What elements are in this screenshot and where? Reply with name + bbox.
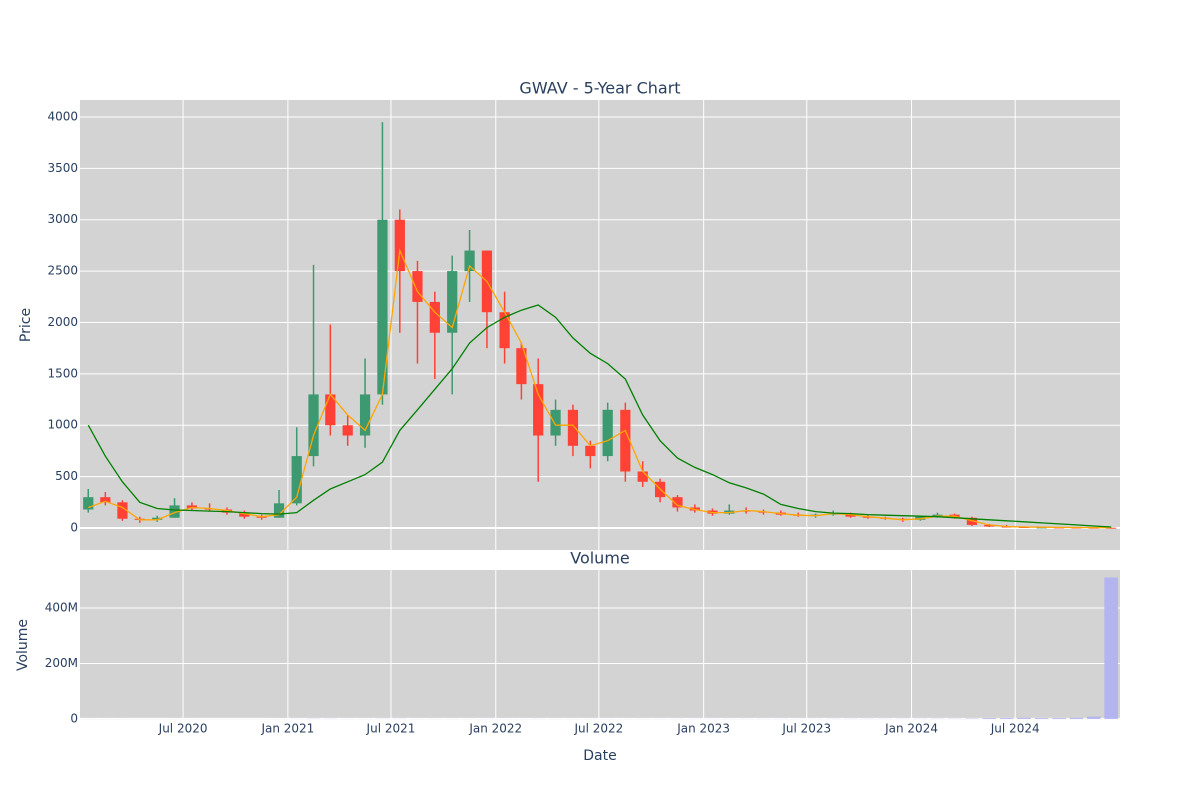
volume-bar [1086, 716, 1101, 719]
candle-body [499, 312, 510, 349]
volume-bar [1052, 718, 1066, 719]
candle-body [239, 512, 250, 517]
y-tick-label: 3000 [47, 212, 78, 226]
candle-body [464, 250, 475, 272]
moving-average [87, 304, 1112, 528]
candle-body [394, 219, 405, 272]
candle-body [620, 409, 631, 472]
y-tick-label: 0 [70, 521, 78, 535]
candle-body [412, 271, 423, 302]
price-plot-area [80, 100, 1120, 550]
y-tick-label: 2000 [47, 315, 78, 329]
y-tick-label: 4000 [47, 109, 78, 123]
x-tick-label: Jul 2020 [158, 722, 208, 736]
volume-bar [1034, 718, 1049, 719]
y-tick-label: 1000 [47, 418, 78, 432]
y-tick-label: 2500 [47, 264, 78, 278]
candle-body [342, 425, 353, 436]
chart-title: GWAV - 5-Year Chart [519, 79, 680, 98]
candle-body [672, 497, 683, 508]
candle-body [585, 445, 596, 457]
x-axis-title: Date [583, 748, 616, 764]
candle-body [359, 394, 371, 436]
x-tick-label: Jan 2023 [676, 722, 730, 736]
x-tick-label: Jan 2022 [468, 722, 522, 736]
y-axis-title: Volume [15, 619, 31, 671]
y-axis-title: Price [18, 308, 34, 342]
volume-bar [982, 718, 997, 719]
x-tick-label: Jan 2024 [884, 722, 938, 736]
candle-body [429, 301, 440, 333]
volume-bar [1104, 577, 1118, 719]
volume-plot-area [80, 570, 1120, 720]
volume-bar [1069, 717, 1084, 719]
candle-body [273, 503, 285, 518]
candle-body [1036, 527, 1047, 529]
y-tick-label: 200M [45, 656, 78, 670]
x-tick-label: Jan 2021 [260, 722, 314, 736]
x-tick-label: Jul 2021 [366, 722, 416, 736]
volume-bar [1017, 717, 1031, 719]
candle-body [325, 394, 336, 426]
x-tick-label: Jul 2023 [781, 722, 831, 736]
candle-body [533, 384, 544, 436]
moving-average [88, 248, 1112, 529]
volume-bar [999, 718, 1014, 719]
candle-body [291, 456, 302, 504]
candle-body [169, 505, 180, 518]
candle-body [447, 271, 458, 333]
candle-body [377, 219, 388, 395]
candle-body [602, 409, 613, 457]
y-tick-label: 3500 [47, 161, 78, 175]
subplot-title: Volume [570, 549, 630, 568]
candle-body [567, 409, 579, 446]
candle-body [100, 497, 111, 503]
y-tick-label: 400M [45, 600, 78, 614]
candle-body [152, 517, 163, 520]
candle-body [984, 524, 995, 527]
y-tick-label: 500 [55, 469, 78, 483]
candle-body [83, 497, 94, 510]
x-tick-label: Jul 2022 [573, 722, 623, 736]
x-tick-label: Jul 2024 [990, 722, 1040, 736]
candle-body [550, 409, 561, 436]
candle-body [117, 502, 128, 519]
y-tick-label: 0 [70, 711, 78, 725]
candle-body [308, 394, 319, 457]
candle-body [516, 348, 527, 385]
y-tick-label: 1500 [47, 366, 78, 380]
candle-body [637, 471, 648, 482]
